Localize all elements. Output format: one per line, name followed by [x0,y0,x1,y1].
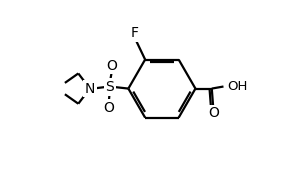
Text: OH: OH [227,80,248,93]
Text: N: N [85,82,95,96]
Text: F: F [130,26,138,40]
Text: O: O [103,101,114,115]
Text: O: O [106,59,117,73]
Text: S: S [105,80,114,94]
Text: O: O [208,106,219,120]
